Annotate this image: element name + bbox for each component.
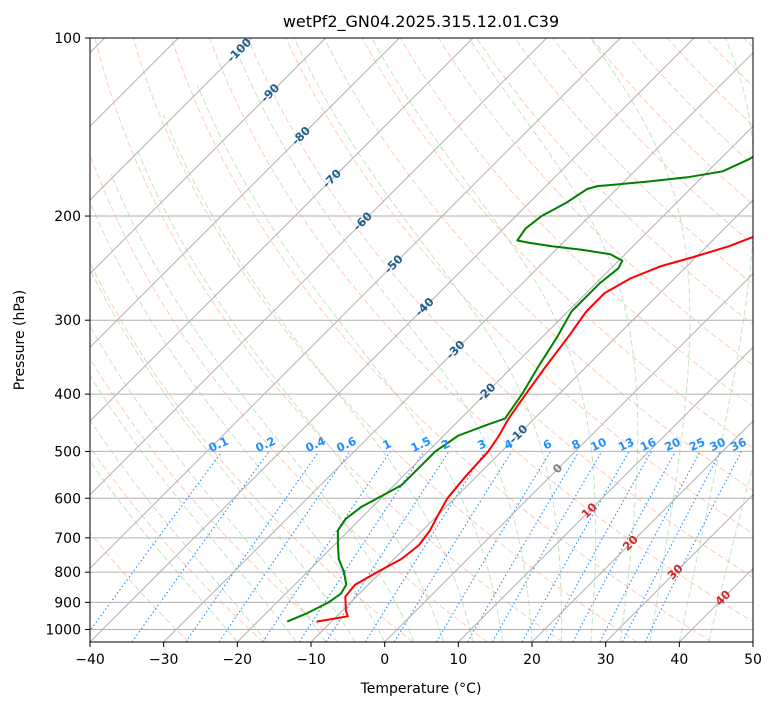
isotherm-line — [310, 199, 753, 642]
mixing-ratio-label: 13 — [616, 435, 636, 454]
moist-adiabat — [589, 38, 691, 642]
x-tick-label: 20 — [523, 652, 541, 668]
moist-adiabat — [90, 201, 386, 642]
mixing-ratio-label: 20 — [662, 435, 682, 454]
dry-adiabat — [399, 38, 753, 408]
y-axis-ticks: 1000 900 800 700 600 500 400 300 200 100 — [45, 31, 90, 638]
dry-adiabat — [90, 153, 488, 642]
plot-frame — [89, 37, 754, 643]
mixing-ratio-line — [218, 451, 351, 642]
y-tick-label: 500 — [54, 444, 81, 460]
y-tick-label: 600 — [54, 491, 81, 507]
mixing-ratio-line — [644, 451, 742, 642]
moist-adiabats — [90, 38, 753, 642]
mixing-ratio-label: 25 — [687, 435, 707, 454]
isotherm-line — [457, 346, 753, 642]
isotherm-line — [90, 38, 695, 642]
x-axis-label: Temperature (°C) — [360, 681, 482, 697]
chart-title: wetPf2_GN04.2025.315.12.01.C39 — [283, 12, 559, 32]
moist-adiabat — [293, 38, 563, 642]
x-tick-label: 50 — [744, 652, 762, 668]
dry-adiabat — [209, 38, 753, 623]
mixing-ratio-label: 10 — [588, 435, 608, 454]
x-tick-label: 30 — [597, 652, 615, 668]
mixing-ratio-line — [185, 451, 320, 642]
isotherm-line — [90, 38, 548, 496]
dry-adiabat — [90, 531, 190, 642]
isotherm-line — [90, 38, 474, 422]
x-tick-label: −10 — [296, 652, 326, 668]
moist-adiabat — [110, 174, 415, 642]
moist-adiabat — [90, 374, 297, 642]
y-tick-label: 300 — [54, 313, 81, 329]
mixing-ratio-label: 16 — [638, 435, 658, 454]
mixing-ratio-line — [521, 451, 630, 642]
moist-adiabat — [90, 324, 327, 642]
mixing-ratio-line — [393, 451, 513, 642]
mixing-ratio-lines — [90, 451, 742, 642]
moist-adiabat — [468, 38, 639, 642]
mixing-ratio-line — [298, 451, 425, 642]
y-tick-label: 100 — [54, 31, 81, 47]
y-tick-label: 700 — [54, 531, 81, 547]
moist-adiabat — [90, 419, 268, 642]
isotherm-line — [531, 420, 753, 642]
dewpoint-line — [286, 155, 753, 623]
mixing-ratio-line — [325, 451, 450, 642]
dry-adiabat — [514, 38, 753, 285]
y-tick-label: 200 — [54, 209, 81, 225]
plot-area: -100-90-80-70-60-50-40-30-20-10010203040… — [90, 38, 753, 642]
moist-adiabat — [371, 38, 597, 642]
x-axis-ticks: −40 −30 −20 −10 0 10 20 30 40 50 — [75, 642, 762, 668]
dry-adiabat — [90, 446, 264, 642]
moist-adiabat — [162, 114, 474, 642]
isotherm-line — [90, 38, 400, 349]
x-tick-label: −20 — [223, 652, 253, 668]
moist-adiabat — [90, 268, 356, 642]
mixing-ratio-labels: 0.1 0.2 0.4 0.6 1 1.5 2 3 4 6 8 10 13 16 20 25 30 36 — [206, 434, 748, 455]
isotherm-line — [90, 38, 327, 275]
moist-adiabat — [236, 50, 533, 642]
y-axis-label: Pressure (hPa) — [12, 290, 28, 390]
y-tick-label: 1000 — [45, 622, 81, 638]
moist-adiabat — [678, 38, 753, 642]
dry-adiabat — [247, 38, 753, 578]
x-tick-label: 0 — [380, 652, 389, 668]
dry-adiabat — [132, 38, 638, 642]
isotherm-line — [163, 51, 753, 642]
mixing-ratio-label: 36 — [728, 435, 748, 454]
y-tick-label: 800 — [54, 565, 81, 581]
isotherms — [90, 38, 753, 642]
dry-adiabat — [90, 357, 339, 642]
mixing-ratio-line — [262, 451, 391, 642]
x-tick-label: −30 — [149, 652, 179, 668]
isotherm-line — [90, 38, 253, 201]
isotherm-line — [90, 38, 621, 570]
dry-adiabat — [94, 38, 563, 642]
mixing-ratio-label: 30 — [707, 435, 727, 454]
x-tick-label: −40 — [75, 652, 105, 668]
isotherm-line — [384, 272, 753, 642]
y-tick-label: 400 — [54, 387, 81, 403]
y-tick-label: 900 — [54, 595, 81, 611]
dry-adiabat — [437, 38, 753, 366]
temperature-line — [316, 235, 753, 623]
x-tick-label: 10 — [449, 652, 467, 668]
mixing-ratio-line — [621, 451, 722, 642]
x-tick-label: 40 — [670, 652, 688, 668]
mixing-ratio-line — [545, 451, 652, 642]
moist-adiabat — [196, 84, 503, 642]
pressure-gridlines — [90, 38, 753, 630]
isotherm-line — [605, 493, 753, 642]
mixing-ratio-line — [90, 451, 223, 632]
mixing-ratio-line — [572, 451, 676, 642]
data-series — [286, 155, 753, 623]
